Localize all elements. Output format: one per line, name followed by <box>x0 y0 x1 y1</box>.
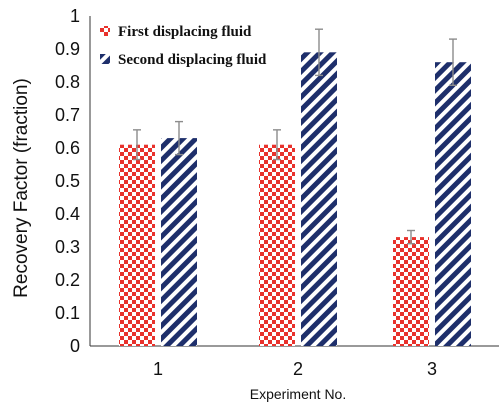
y-tick-label: 0.1 <box>55 303 80 323</box>
bar-series-2-exp-2 <box>301 52 337 347</box>
bar-series-2-exp-3 <box>435 62 471 346</box>
y-tick-label: 1 <box>70 6 80 26</box>
y-tick-label: 0.7 <box>55 105 80 125</box>
y-tick-label: 0.2 <box>55 270 80 290</box>
x-tick-label: 3 <box>427 359 437 379</box>
y-tick-label: 0.8 <box>55 72 80 92</box>
bar-series-2-exp-1 <box>161 138 197 346</box>
legend: First displacing fluid Second displacing… <box>100 24 267 68</box>
legend-swatch-first <box>100 26 110 36</box>
y-axis: 0 0.1 0.2 0.3 0.4 0.5 0.6 0.7 0.8 0.9 1 <box>55 6 91 356</box>
error-bars-group <box>133 28 457 245</box>
legend-label-second: Second displacing fluid <box>118 52 267 68</box>
x-axis-label: Experiment No. <box>250 386 346 402</box>
bars-group <box>119 52 471 347</box>
legend-label-first: First displacing fluid <box>118 24 252 40</box>
y-tick-label: 0.6 <box>55 138 80 158</box>
x-axis: 1 2 3 <box>90 345 499 379</box>
y-tick-label: 0.4 <box>55 204 80 224</box>
legend-swatch-second <box>100 54 110 64</box>
y-tick-label: 0.5 <box>55 171 80 191</box>
y-axis-label: Recovery Factor (fraction) <box>11 78 32 298</box>
y-tick-label: 0.3 <box>55 237 80 257</box>
x-tick-label: 1 <box>153 359 163 379</box>
y-tick-label: 0 <box>70 336 80 356</box>
bar-series-1-exp-3 <box>393 237 429 346</box>
bar-series-1-exp-2 <box>259 144 295 346</box>
y-tick-label: 0.9 <box>55 39 80 59</box>
x-tick-label: 2 <box>293 359 303 379</box>
bar-series-1-exp-1 <box>119 144 155 346</box>
